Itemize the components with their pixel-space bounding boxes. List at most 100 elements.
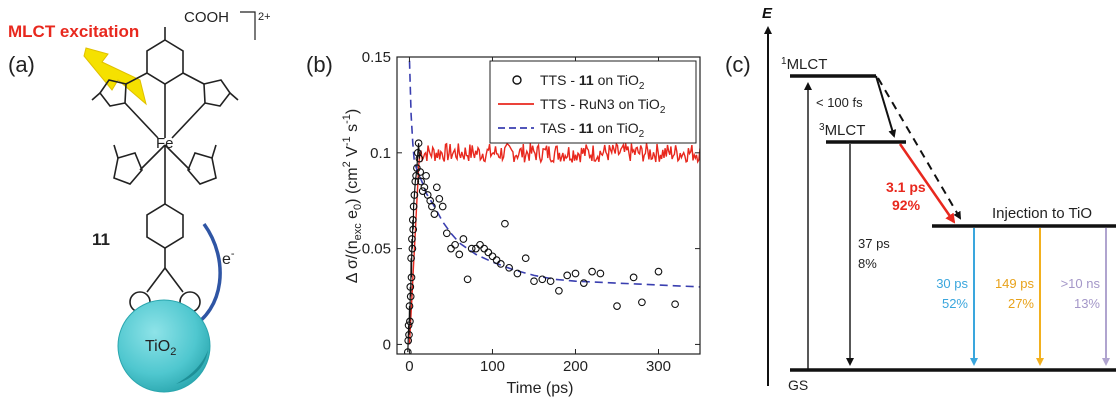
series-tts-11-point-31 [432, 183, 441, 192]
panel-c-label: (c) [725, 52, 751, 77]
series-tts-11-point-12 [408, 216, 417, 224]
legend-marker-tts-11 [512, 75, 522, 85]
tio2-label: TiO2 [145, 338, 176, 358]
series-tts-11-point-21 [415, 154, 424, 163]
series-tts-11-point-23 [417, 177, 425, 186]
series-tts-11-point-10 [408, 235, 416, 243]
series-tts-11-point-3 [405, 330, 413, 339]
panel-b-chart: (b) Δ σ/(nexc e0) (cm2 V-1 s-1) Time (ps… [306, 49, 701, 397]
series-tts-11-point-50 [513, 269, 522, 278]
legend: TTS - 11 on TiO2 TTS - RuN3 on TiO2 TAS … [489, 60, 697, 144]
series-tts-11-point-8 [407, 254, 415, 263]
series-tts-11-point-29 [428, 202, 436, 211]
panel-a-molecule: (a) MLCT excitation COOH 2+ [8, 9, 271, 393]
series-tts-11-point-42 [476, 240, 484, 249]
legend-entry-tts-11: TTS - 11 on TiO2 [540, 72, 645, 92]
series-tts-11-point-6 [406, 283, 415, 291]
plot-data [403, 60, 700, 354]
series-tts-11-point-46 [492, 256, 501, 264]
y-tick-label-2: 0.1 [370, 145, 391, 162]
recombination-30ps-time: 30 ps [936, 276, 968, 291]
series-tts-11-point-61 [613, 302, 621, 310]
series-tts-11-point-51 [521, 254, 530, 263]
energy-axis-label: E [762, 5, 773, 22]
charge-bracket [240, 11, 256, 40]
isc-label: < 100 fs [816, 95, 863, 110]
tio2-sphere [117, 299, 211, 393]
series-tts-11-point-20 [414, 139, 423, 148]
x-tick-label-0: 0 [405, 358, 413, 375]
panel-b-label: (b) [306, 52, 333, 77]
series-tts-11-point-25 [420, 183, 429, 192]
series-tts-11-point-7 [406, 292, 415, 301]
series-tts-11-point-30 [430, 210, 439, 218]
level-1mlct-label: 1MLCT [781, 56, 827, 73]
recombination-149ps-time: 149 ps [995, 276, 1035, 291]
series-tts-11-point-44 [484, 248, 493, 257]
recombination-10ns-time: >10 ns [1061, 276, 1101, 291]
panel-a-label: (a) [8, 52, 35, 77]
series-tts-run3-line [408, 142, 700, 345]
panel-c-energy-diagram: (c) E 1MLCT 3MLCT Injection to TiO GS < … [725, 5, 1116, 393]
series-tts-11-point-34 [442, 229, 451, 238]
series-tts-11-point-4 [405, 302, 414, 310]
series-tts-11-point-24 [418, 187, 427, 195]
x-tick-label-2: 200 [563, 358, 588, 375]
electron-label: e- [222, 248, 235, 268]
injection-pct: 92% [892, 197, 921, 213]
series-tts-11-point-33 [438, 202, 447, 211]
series-tts-11-point-62 [629, 273, 638, 282]
series-tts-11-point-53 [538, 275, 547, 284]
recombination-149ps-pct: 27% [1008, 296, 1034, 311]
x-axis-label: Time (ps) [507, 380, 574, 397]
series-tts-11-point-36 [451, 240, 459, 249]
series-tts-11-point-26 [422, 171, 430, 180]
3mlct-gs-pct: 8% [858, 256, 877, 271]
isc-arrow [875, 75, 897, 138]
series-tts-11-point-0 [403, 348, 412, 354]
series-tts-11-point-1 [404, 336, 413, 345]
injection-time: 3.1 ps [886, 179, 926, 195]
series-tts-11-point-41 [472, 244, 480, 253]
legend-box [489, 60, 697, 144]
series-tts-11-point-55 [555, 286, 563, 295]
series-tts-11-point-15 [410, 191, 419, 199]
series-tts-11-point-59 [588, 267, 596, 276]
recombination-10ns-pct: 13% [1074, 296, 1100, 311]
recombination-30ps-pct: 52% [942, 296, 968, 311]
series-tts-11-point-65 [671, 300, 679, 309]
cooh-label: COOH [184, 9, 229, 26]
series-tts-11-point-14 [409, 202, 418, 211]
y-tick-label-0: 0 [383, 336, 391, 353]
series-tts-11-point-54 [546, 277, 555, 286]
injection-arrow [898, 143, 956, 224]
series-tts-11-point-35 [447, 244, 455, 253]
series-tts-11-point-47 [496, 260, 505, 268]
series-tts-11-point-13 [409, 225, 418, 234]
series-tts-11-point-11 [408, 244, 417, 253]
series-tts-11-point-2 [404, 321, 413, 330]
plot-frame [396, 56, 701, 355]
series-tts-11-point-32 [435, 194, 444, 203]
y-axis-label: Δ σ/(nexc e0) (cm2 V-1 s-1) [341, 109, 364, 283]
series-tts-11-point-40 [467, 244, 476, 253]
lightning-icon [83, 47, 147, 106]
series-tts-11-point-17 [412, 171, 420, 180]
axis-ticks: 0 100 200 300 0 0.05 0.1 0.15 [362, 49, 700, 375]
series-tts-11-point-5 [406, 317, 414, 326]
series-tts-11-point-45 [488, 252, 497, 261]
metal-label: Fe [156, 135, 174, 152]
x-tick-label-1: 100 [480, 358, 505, 375]
level-gs-label: GS [788, 377, 808, 393]
x-tick-label-3: 300 [646, 358, 671, 375]
series-tts-11-point-39 [463, 275, 472, 284]
series-tts-11-point-16 [411, 177, 420, 186]
series-tts-11-point-49 [505, 263, 513, 272]
series-tts-11-point-52 [530, 277, 538, 286]
series-tts-11-point-9 [407, 273, 416, 282]
level-injection-label: Injection to TiO [992, 205, 1092, 222]
series-tts-11-point-56 [563, 271, 572, 280]
level-3mlct-label: 3MLCT [819, 122, 865, 139]
charge-label: 2+ [258, 11, 271, 23]
series-tts-11-point-64 [654, 267, 663, 276]
